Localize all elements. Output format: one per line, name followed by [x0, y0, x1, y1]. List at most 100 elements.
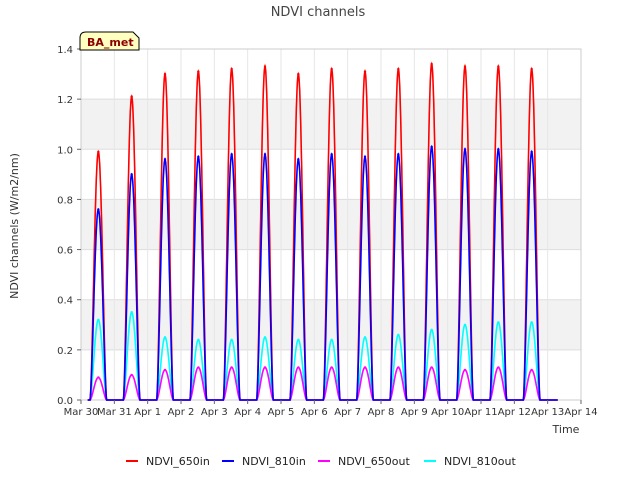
plot-band — [81, 349, 581, 400]
data-point — [97, 208, 100, 211]
x-tick-label: Apr 5 — [268, 407, 295, 418]
data-point — [430, 328, 433, 331]
data-point — [130, 373, 133, 377]
x-tick-label: Apr 9 — [401, 407, 428, 418]
series-lines — [87, 61, 558, 401]
data-point — [363, 70, 367, 73]
x-tick-label: Mar 30 — [64, 407, 99, 418]
chart-title: NDVI channels — [271, 5, 366, 20]
y-tick-label: 1.2 — [57, 95, 73, 106]
data-point — [197, 70, 200, 73]
y-tick-label: 1.4 — [57, 45, 73, 56]
x-tick-label: Apr 1 — [134, 407, 161, 418]
data-point — [297, 338, 300, 342]
data-point — [497, 148, 500, 151]
x-tick-label: Apr 6 — [301, 407, 328, 418]
x-tick-label: Apr 10 — [431, 407, 464, 418]
x-tick-label: Apr 11 — [464, 407, 497, 418]
data-point — [263, 336, 267, 339]
y-tick-label: 0.6 — [57, 246, 73, 257]
data-point — [397, 366, 400, 369]
x-tick-label: Apr 12 — [498, 407, 531, 418]
data-point — [530, 321, 533, 324]
data-point — [463, 368, 467, 372]
data-point — [230, 366, 233, 369]
data-point — [197, 155, 200, 159]
plot-frame — [80, 48, 582, 401]
data-point — [363, 336, 367, 339]
y-axis-ticks: 0.0 0.2 0.4 0.6 0.8 1.0 1.2 1.4 — [57, 45, 81, 407]
x-tick-label: Apr 2 — [168, 407, 195, 418]
data-point — [297, 72, 300, 76]
data-point — [163, 368, 167, 372]
data-point — [97, 376, 100, 379]
x-tick-label: Apr 14 — [564, 407, 597, 418]
station-badge-label: BA_met — [87, 36, 134, 49]
y-tick-label: 1.0 — [57, 145, 73, 156]
data-point — [97, 318, 100, 321]
data-point — [230, 67, 233, 71]
plot-band — [81, 249, 581, 300]
data-point — [163, 158, 167, 161]
data-point — [363, 155, 367, 159]
data-point — [130, 173, 133, 176]
data-point — [430, 145, 433, 148]
data-point — [297, 366, 300, 369]
data-point — [463, 323, 467, 326]
data-point — [330, 67, 333, 71]
data-point — [330, 338, 333, 342]
data-point — [230, 338, 233, 342]
data-point — [130, 95, 133, 98]
y-axis-label: NDVI channels (W/m2/nm) — [8, 153, 21, 299]
x-tick-label: Apr 7 — [334, 407, 361, 418]
data-point — [130, 311, 133, 314]
y-tick-label: 0.0 — [57, 396, 73, 407]
data-point — [497, 321, 500, 324]
station-badge-box — [79, 31, 140, 51]
data-point — [297, 158, 300, 161]
data-point — [97, 150, 100, 153]
data-point — [197, 366, 200, 369]
plot-band — [81, 199, 581, 250]
data-point — [430, 62, 433, 66]
data-point — [530, 150, 533, 153]
legend: NDVI_650in NDVI_810in NDVI_650out NDVI_810o… — [126, 455, 516, 468]
data-point — [397, 153, 400, 156]
data-point — [463, 148, 467, 151]
data-point — [197, 338, 200, 342]
data-point — [530, 368, 533, 372]
legend-label: NDVI_650in — [146, 455, 210, 468]
legend-label: NDVI_810in — [242, 455, 306, 468]
data-point — [397, 333, 400, 337]
x-tick-label: Apr 8 — [368, 407, 395, 418]
data-point — [330, 366, 333, 369]
station-badge: BA_met — [79, 31, 140, 51]
plot-bands — [81, 49, 581, 400]
data-point — [363, 366, 367, 369]
data-point — [263, 366, 267, 369]
plot-band — [81, 99, 581, 150]
y-tick-label: 0.2 — [57, 346, 73, 357]
x-tick-label: Mar 31 — [97, 407, 132, 418]
data-point — [263, 65, 267, 68]
legend-label: NDVI_650out — [338, 455, 410, 468]
data-point — [463, 65, 467, 68]
y-tick-label: 0.4 — [57, 296, 73, 307]
data-point — [397, 67, 400, 71]
series-line-ndvi-810in — [87, 144, 558, 401]
data-point — [497, 65, 500, 68]
data-point — [230, 153, 233, 156]
x-tick-label: Apr 13 — [531, 407, 564, 418]
data-point — [330, 153, 333, 156]
y-tick-label: 0.8 — [57, 195, 73, 206]
x-axis-label: Time — [552, 423, 580, 436]
x-tick-label: Apr 3 — [201, 407, 228, 418]
x-tick-label: Apr 4 — [234, 407, 261, 418]
data-point — [530, 67, 533, 71]
data-point — [497, 366, 500, 369]
legend-label: NDVI_810out — [444, 455, 516, 468]
data-point — [263, 153, 267, 156]
data-point — [163, 336, 167, 339]
